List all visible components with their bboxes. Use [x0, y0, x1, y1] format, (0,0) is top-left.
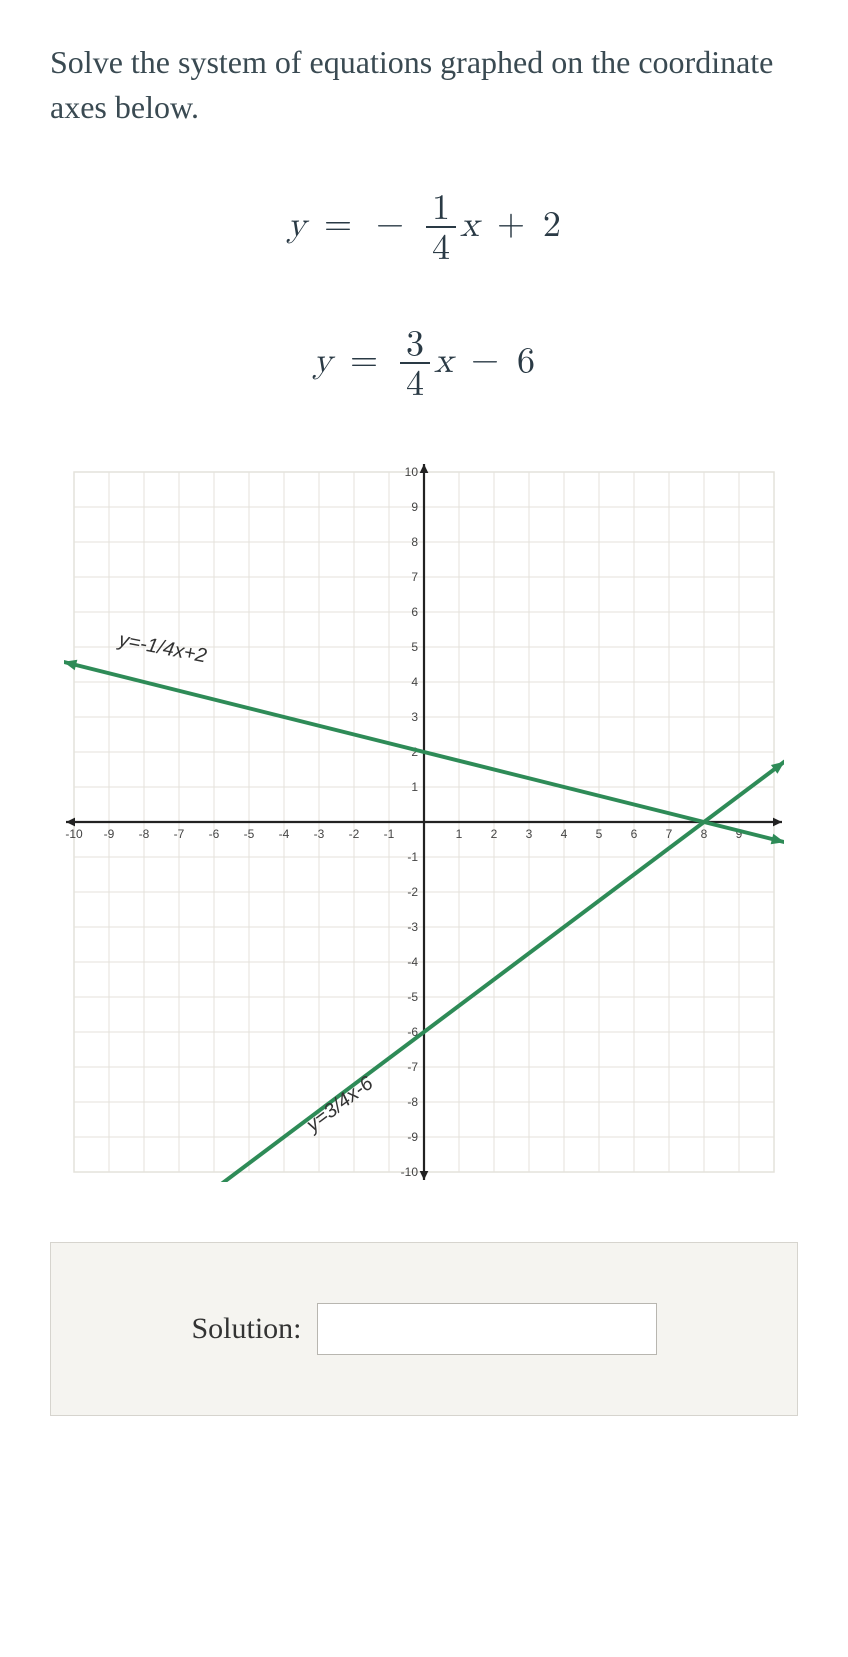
- eq2-num: 3: [400, 326, 430, 364]
- svg-text:4: 4: [411, 675, 418, 689]
- eq2-const: 6: [517, 342, 535, 378]
- svg-text:-3: -3: [407, 920, 418, 934]
- answer-area: Solution:: [50, 1242, 798, 1416]
- svg-text:-1: -1: [407, 850, 418, 864]
- svg-text:-6: -6: [209, 827, 220, 841]
- eq1-op: +: [497, 206, 525, 242]
- svg-text:-7: -7: [407, 1060, 418, 1074]
- svg-text:-10: -10: [401, 1165, 419, 1179]
- svg-text:-9: -9: [104, 827, 115, 841]
- svg-text:8: 8: [411, 535, 418, 549]
- eq2-op: −: [471, 342, 499, 378]
- svg-text:5: 5: [596, 827, 603, 841]
- svg-text:3: 3: [411, 710, 418, 724]
- svg-text:6: 6: [411, 605, 418, 619]
- svg-text:-2: -2: [407, 885, 418, 899]
- question-prompt: Solve the system of equations graphed on…: [50, 40, 798, 130]
- eq1-lhs: y: [287, 206, 306, 242]
- graph-container: 123456789-10-9-8-7-6-5-4-3-2-11234567891…: [50, 462, 798, 1182]
- svg-text:-8: -8: [407, 1095, 418, 1109]
- svg-text:1: 1: [456, 827, 463, 841]
- svg-text:2: 2: [491, 827, 498, 841]
- svg-text:5: 5: [411, 640, 418, 654]
- equals-sign: =: [350, 342, 378, 378]
- svg-text:8: 8: [701, 827, 708, 841]
- eq2-var: x: [434, 342, 453, 378]
- svg-text:3: 3: [526, 827, 533, 841]
- svg-text:-3: -3: [314, 827, 325, 841]
- solution-input[interactable]: [317, 1303, 657, 1355]
- eq2-den: 4: [400, 364, 430, 402]
- eq2-fraction: 3 4: [400, 326, 430, 402]
- eq1-var: x: [460, 206, 479, 242]
- eq1-fraction: 1 4: [426, 190, 456, 266]
- svg-text:9: 9: [411, 500, 418, 514]
- svg-text:-2: -2: [349, 827, 360, 841]
- svg-text:-9: -9: [407, 1130, 418, 1144]
- eq1-den: 4: [426, 228, 456, 266]
- svg-text:-4: -4: [279, 827, 290, 841]
- coordinate-graph: 123456789-10-9-8-7-6-5-4-3-2-11234567891…: [64, 462, 784, 1182]
- svg-text:7: 7: [666, 827, 673, 841]
- svg-text:4: 4: [561, 827, 568, 841]
- svg-text:1: 1: [411, 780, 418, 794]
- svg-text:6: 6: [631, 827, 638, 841]
- svg-text:-5: -5: [244, 827, 255, 841]
- svg-text:-1: -1: [384, 827, 395, 841]
- svg-text:-10: -10: [65, 827, 83, 841]
- svg-text:10: 10: [405, 465, 419, 479]
- svg-text:-7: -7: [174, 827, 185, 841]
- svg-text:-4: -4: [407, 955, 418, 969]
- svg-text:7: 7: [411, 570, 418, 584]
- eq2-lhs: y: [313, 342, 332, 378]
- svg-text:-5: -5: [407, 990, 418, 1004]
- solution-label: Solution:: [191, 1312, 301, 1346]
- equations-block: y = − 1 4 x + 2 y = 3 4 x − 6: [50, 190, 798, 402]
- eq1-num: 1: [426, 190, 456, 228]
- equation-2: y = 3 4 x − 6: [50, 326, 798, 402]
- eq1-sign: −: [376, 206, 404, 242]
- equals-sign: =: [324, 206, 352, 242]
- eq1-const: 2: [543, 206, 561, 242]
- svg-text:-8: -8: [139, 827, 150, 841]
- equation-1: y = − 1 4 x + 2: [50, 190, 798, 266]
